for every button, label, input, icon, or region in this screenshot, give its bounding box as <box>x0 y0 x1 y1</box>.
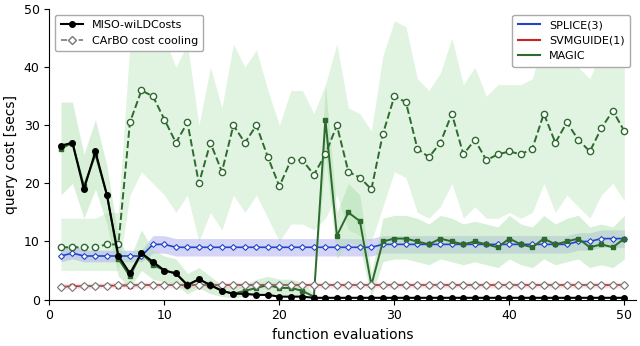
Y-axis label: query cost [secs]: query cost [secs] <box>4 95 18 214</box>
Legend: SPLICE(3), SVMGUIDE(1), MAGIC: SPLICE(3), SVMGUIDE(1), MAGIC <box>513 15 630 67</box>
X-axis label: function evaluations: function evaluations <box>272 328 413 342</box>
